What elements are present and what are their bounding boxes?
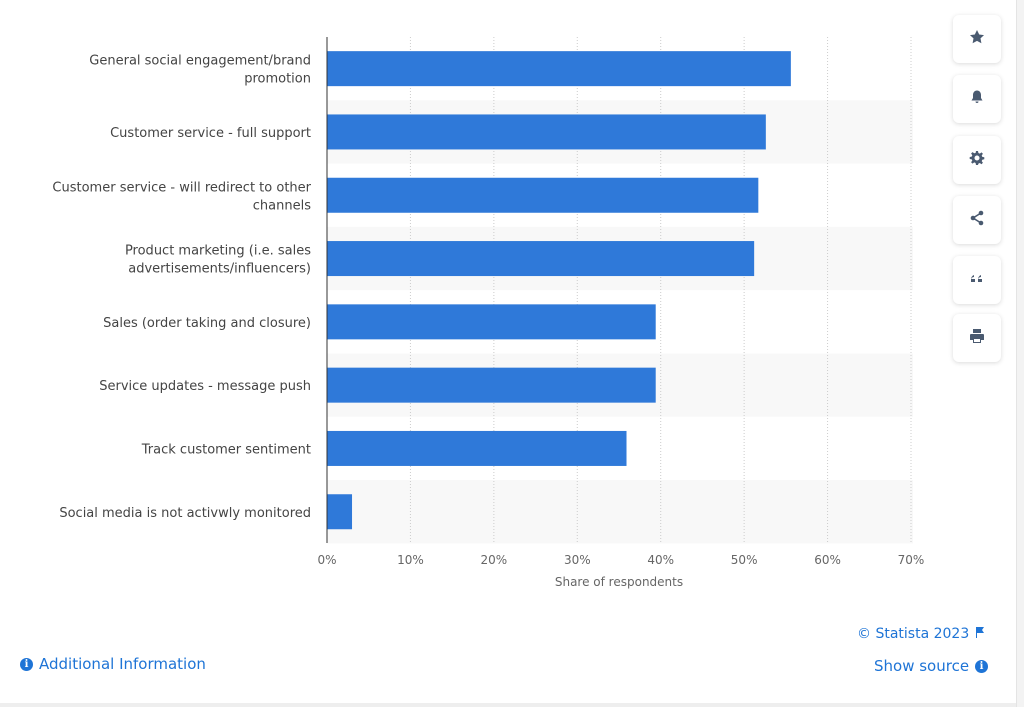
category-label: Customer service - full support (110, 126, 311, 141)
divider (0, 703, 1016, 707)
flag-icon (975, 626, 986, 642)
quote-icon (969, 270, 985, 290)
category-label-line: Social media is not activwly monitored (59, 506, 311, 521)
category-label-line: Product marketing (i.e. sales (125, 244, 311, 259)
additional-information-text: Additional Information (39, 655, 206, 673)
x-tick-label: 20% (481, 553, 508, 567)
row-band (327, 480, 913, 544)
category-label-line: Sales (order taking and closure) (103, 316, 311, 331)
category-label: Track customer sentiment (141, 442, 311, 457)
x-tick-label: 30% (564, 553, 591, 567)
copyright-link[interactable]: © Statista 2023 (857, 626, 986, 642)
category-label-line: Customer service - full support (110, 126, 311, 141)
category-label: General social engagement/brand promotion (89, 54, 311, 87)
print-icon (969, 328, 985, 348)
category-label: Product marketing (i.e. sales advertiseme… (125, 244, 311, 277)
share-icon (969, 210, 985, 230)
x-tick-label: 60% (814, 553, 841, 567)
cite-button[interactable] (953, 256, 1001, 304)
bar[interactable] (327, 430, 627, 466)
bar[interactable] (327, 51, 791, 87)
scrollbar[interactable] (1016, 0, 1024, 707)
bar[interactable] (327, 114, 766, 150)
category-label-line: Track customer sentiment (141, 442, 311, 457)
settings-button[interactable] (953, 136, 1001, 184)
bar[interactable] (327, 494, 353, 530)
x-tick-label: 40% (647, 553, 674, 567)
info-icon: i (20, 657, 33, 671)
category-label-line: General social engagement/brand (89, 54, 311, 69)
category-label: Customer service - will redirect to othe… (52, 180, 311, 213)
gear-icon (969, 150, 985, 170)
additional-information-link[interactable]: i Additional Information (20, 655, 206, 673)
bell-icon (969, 89, 985, 109)
bar[interactable] (327, 177, 759, 213)
category-label: Social media is not activwly monitored (59, 506, 311, 521)
favorite-button[interactable] (953, 15, 1001, 63)
category-label-line: advertisements/influencers) (128, 262, 311, 277)
category-label-line: channels (253, 198, 311, 213)
x-axis-label: Share of respondents (555, 575, 683, 589)
star-icon (969, 29, 985, 49)
bar-chart: General social engagement/brand promotion… (52, 37, 925, 589)
category-label-line: promotion (244, 72, 311, 87)
category-label: Service updates - message push (99, 379, 311, 394)
notification-button[interactable] (953, 75, 1001, 123)
x-tick-label: 10% (397, 553, 424, 567)
show-source-link[interactable]: Show source i (874, 657, 989, 675)
copyright-text: © Statista 2023 (857, 626, 970, 642)
x-tick-label: 70% (898, 553, 925, 567)
info-icon: i (975, 659, 989, 673)
share-button[interactable] (953, 196, 1001, 244)
category-label-line: Customer service - will redirect to othe… (52, 180, 311, 195)
bar[interactable] (327, 367, 656, 403)
bar[interactable] (327, 241, 755, 277)
x-tick-label: 0% (317, 553, 336, 567)
x-tick-label: 50% (731, 553, 758, 567)
category-label-line: Service updates - message push (99, 379, 311, 394)
show-source-text: Show source (874, 657, 970, 675)
print-button[interactable] (953, 314, 1001, 362)
bar[interactable] (327, 304, 656, 340)
category-label: Sales (order taking and closure) (103, 316, 311, 331)
